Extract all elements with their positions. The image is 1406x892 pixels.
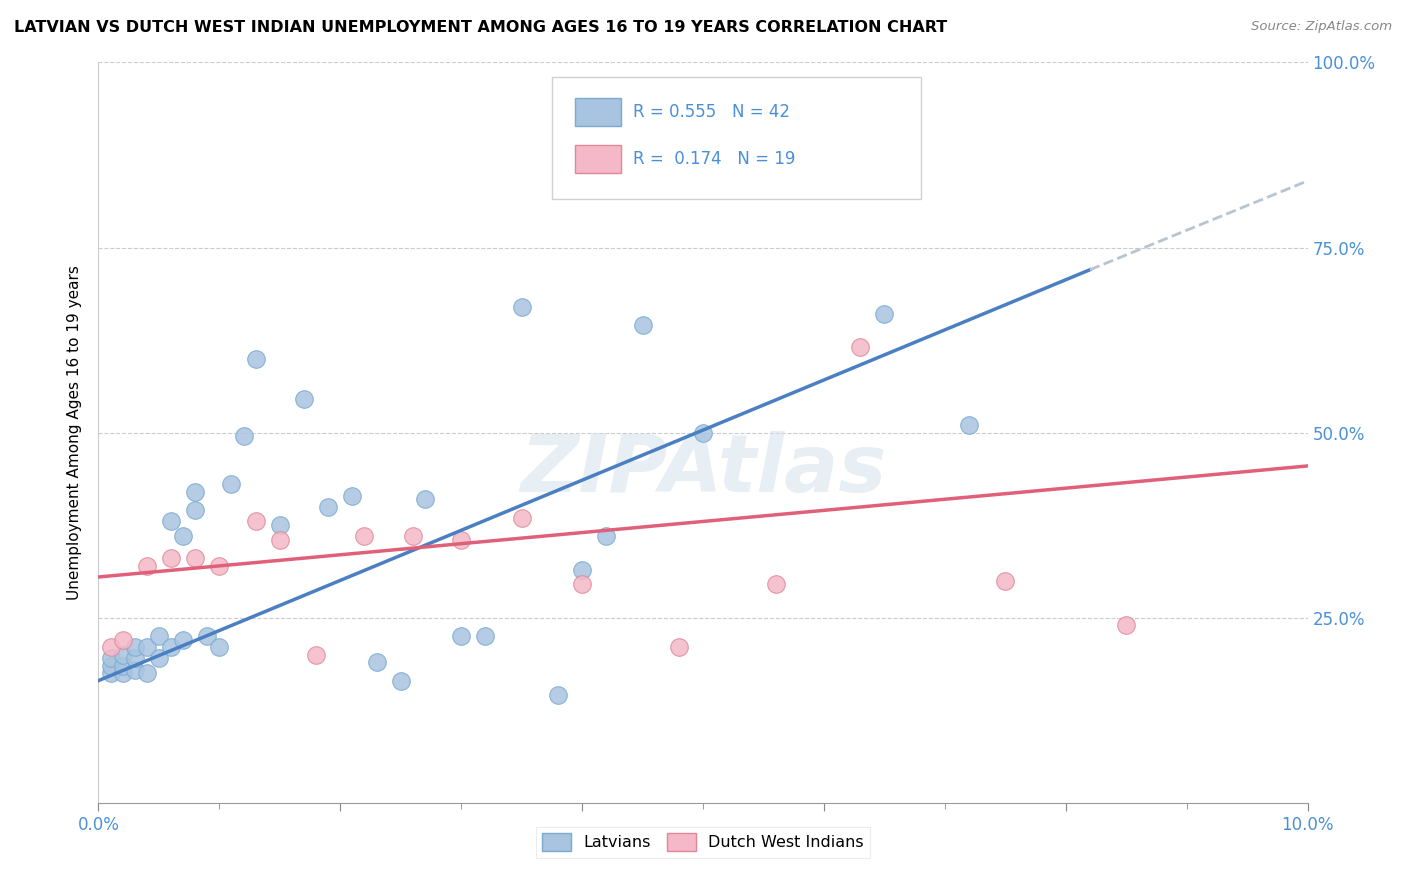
Text: LATVIAN VS DUTCH WEST INDIAN UNEMPLOYMENT AMONG AGES 16 TO 19 YEARS CORRELATION : LATVIAN VS DUTCH WEST INDIAN UNEMPLOYMEN… <box>14 20 948 35</box>
Text: R = 0.555   N = 42: R = 0.555 N = 42 <box>633 103 790 121</box>
Point <box>450 629 472 643</box>
Text: Source: ZipAtlas.com: Source: ZipAtlas.com <box>1251 20 1392 33</box>
Point <box>124 640 146 655</box>
Point <box>1115 618 1137 632</box>
Point <box>148 651 170 665</box>
Point <box>160 640 183 655</box>
Point <box>571 563 593 577</box>
Point <box>111 658 134 673</box>
Text: R =  0.174   N = 19: R = 0.174 N = 19 <box>633 150 796 168</box>
Point <box>135 558 157 573</box>
Point <box>765 577 787 591</box>
Point <box>692 425 714 440</box>
Point <box>184 551 207 566</box>
Point <box>100 658 122 673</box>
Point <box>510 300 533 314</box>
Point <box>450 533 472 547</box>
Point <box>160 515 183 529</box>
Point <box>111 632 134 647</box>
Point <box>413 492 436 507</box>
FancyBboxPatch shape <box>551 78 921 200</box>
Point <box>474 629 496 643</box>
Point <box>269 518 291 533</box>
Point <box>595 529 617 543</box>
Point <box>353 529 375 543</box>
Point <box>366 655 388 669</box>
Point <box>184 484 207 499</box>
Bar <box>575 145 621 173</box>
Point <box>389 673 412 688</box>
Point <box>873 307 896 321</box>
Point <box>124 651 146 665</box>
Point <box>510 510 533 524</box>
Point <box>172 529 194 543</box>
Legend: Latvians, Dutch West Indians: Latvians, Dutch West Indians <box>536 827 870 858</box>
Point <box>668 640 690 655</box>
Point <box>124 663 146 677</box>
Point <box>160 551 183 566</box>
Text: ZIPAtlas: ZIPAtlas <box>520 431 886 508</box>
Y-axis label: Unemployment Among Ages 16 to 19 years: Unemployment Among Ages 16 to 19 years <box>67 265 83 600</box>
Point <box>195 629 218 643</box>
Point <box>135 640 157 655</box>
Point <box>148 629 170 643</box>
Bar <box>575 98 621 126</box>
Point <box>994 574 1017 588</box>
Point <box>849 341 872 355</box>
Point <box>342 489 364 503</box>
Point <box>292 392 315 407</box>
Point <box>305 648 328 662</box>
Point <box>547 689 569 703</box>
Point <box>245 351 267 366</box>
Point <box>208 640 231 655</box>
Point <box>402 529 425 543</box>
Point <box>752 148 775 162</box>
Point <box>571 577 593 591</box>
Point <box>221 477 243 491</box>
Point <box>100 640 122 655</box>
Point <box>172 632 194 647</box>
Point <box>269 533 291 547</box>
Point <box>135 666 157 681</box>
Point <box>100 666 122 681</box>
Point <box>184 503 207 517</box>
Point <box>111 666 134 681</box>
Point <box>631 318 654 333</box>
Point <box>208 558 231 573</box>
Point <box>232 429 254 443</box>
Point <box>957 418 980 433</box>
Point <box>245 515 267 529</box>
Point <box>100 651 122 665</box>
Point <box>111 648 134 662</box>
Point <box>316 500 339 514</box>
